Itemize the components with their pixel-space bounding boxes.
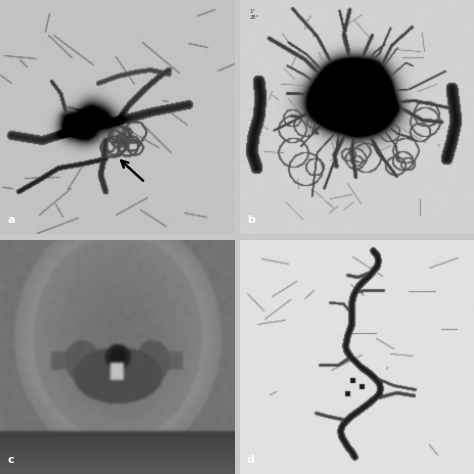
Text: 1°
20°: 1° 20° — [249, 9, 259, 20]
Text: d: d — [247, 455, 255, 465]
Text: a: a — [7, 215, 15, 225]
Text: b: b — [247, 215, 255, 225]
Text: c: c — [7, 455, 14, 465]
